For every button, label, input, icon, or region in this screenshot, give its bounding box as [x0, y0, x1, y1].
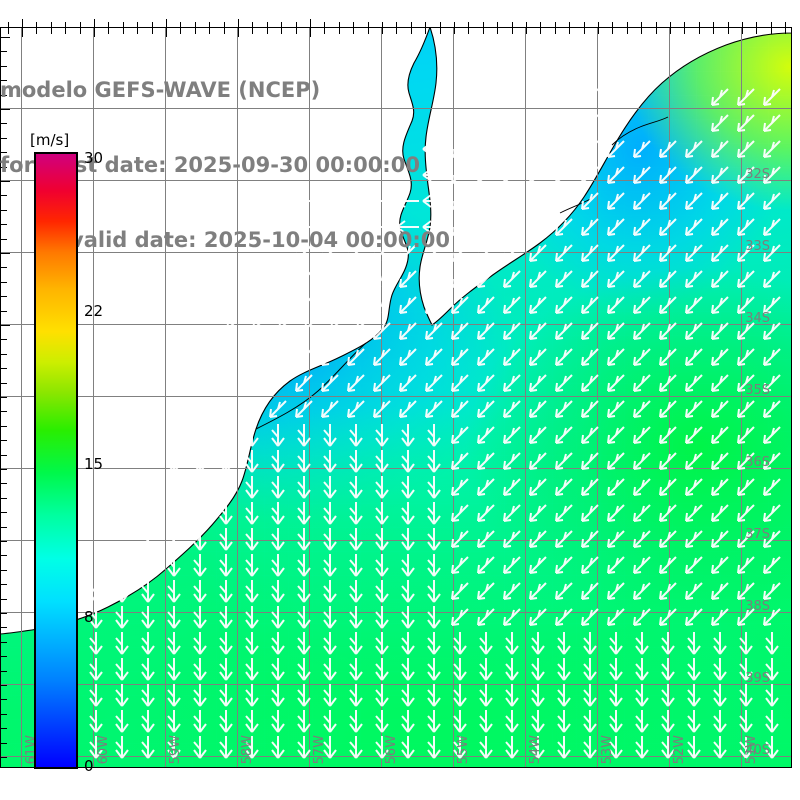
colorbar-tick-0: 0 — [84, 757, 94, 775]
lat-label: 40S — [745, 743, 770, 758]
lon-label: 58W — [240, 734, 255, 764]
colorbar-tick-15: 15 — [84, 455, 104, 473]
lat-label: 35S — [745, 383, 770, 398]
lon-label: 55W — [456, 734, 471, 764]
lon-label: 56W — [384, 734, 399, 764]
lon-label: 53W — [600, 734, 615, 764]
lon-label: 57W — [312, 734, 327, 764]
lat-label: 32S — [745, 167, 770, 182]
colorbar-gradient — [34, 152, 78, 769]
colorbar-unit-label: [m/s] — [30, 131, 70, 149]
lat-label: 33S — [745, 239, 770, 254]
title-line-valid-date: valid date: 2025-10-04 00:00:00 — [70, 228, 450, 252]
colorbar-tick-30: 30 — [84, 149, 104, 167]
lon-label: 60W — [96, 734, 111, 764]
figure-title-block: modelo GEFS-WAVE (NCEP) forecast date: 2… — [0, 28, 520, 303]
lat-label: 39S — [745, 671, 770, 686]
lon-label: 54W — [528, 734, 543, 764]
lat-label: 38S — [745, 599, 770, 614]
colorbar — [34, 152, 78, 769]
lat-label: 37S — [745, 527, 770, 542]
colorbar-tick-22: 22 — [84, 302, 104, 320]
lat-label: 34S — [745, 311, 770, 326]
lon-label: 59W — [168, 734, 183, 764]
lat-label: 36S — [745, 455, 770, 470]
lon-label: 52W — [672, 734, 687, 764]
title-line-model: modelo GEFS-WAVE (NCEP) — [0, 78, 321, 102]
title-line-forecast-date: forecast date: 2025-09-30 00:00:00 — [0, 153, 420, 177]
colorbar-tick-8: 8 — [84, 608, 94, 626]
